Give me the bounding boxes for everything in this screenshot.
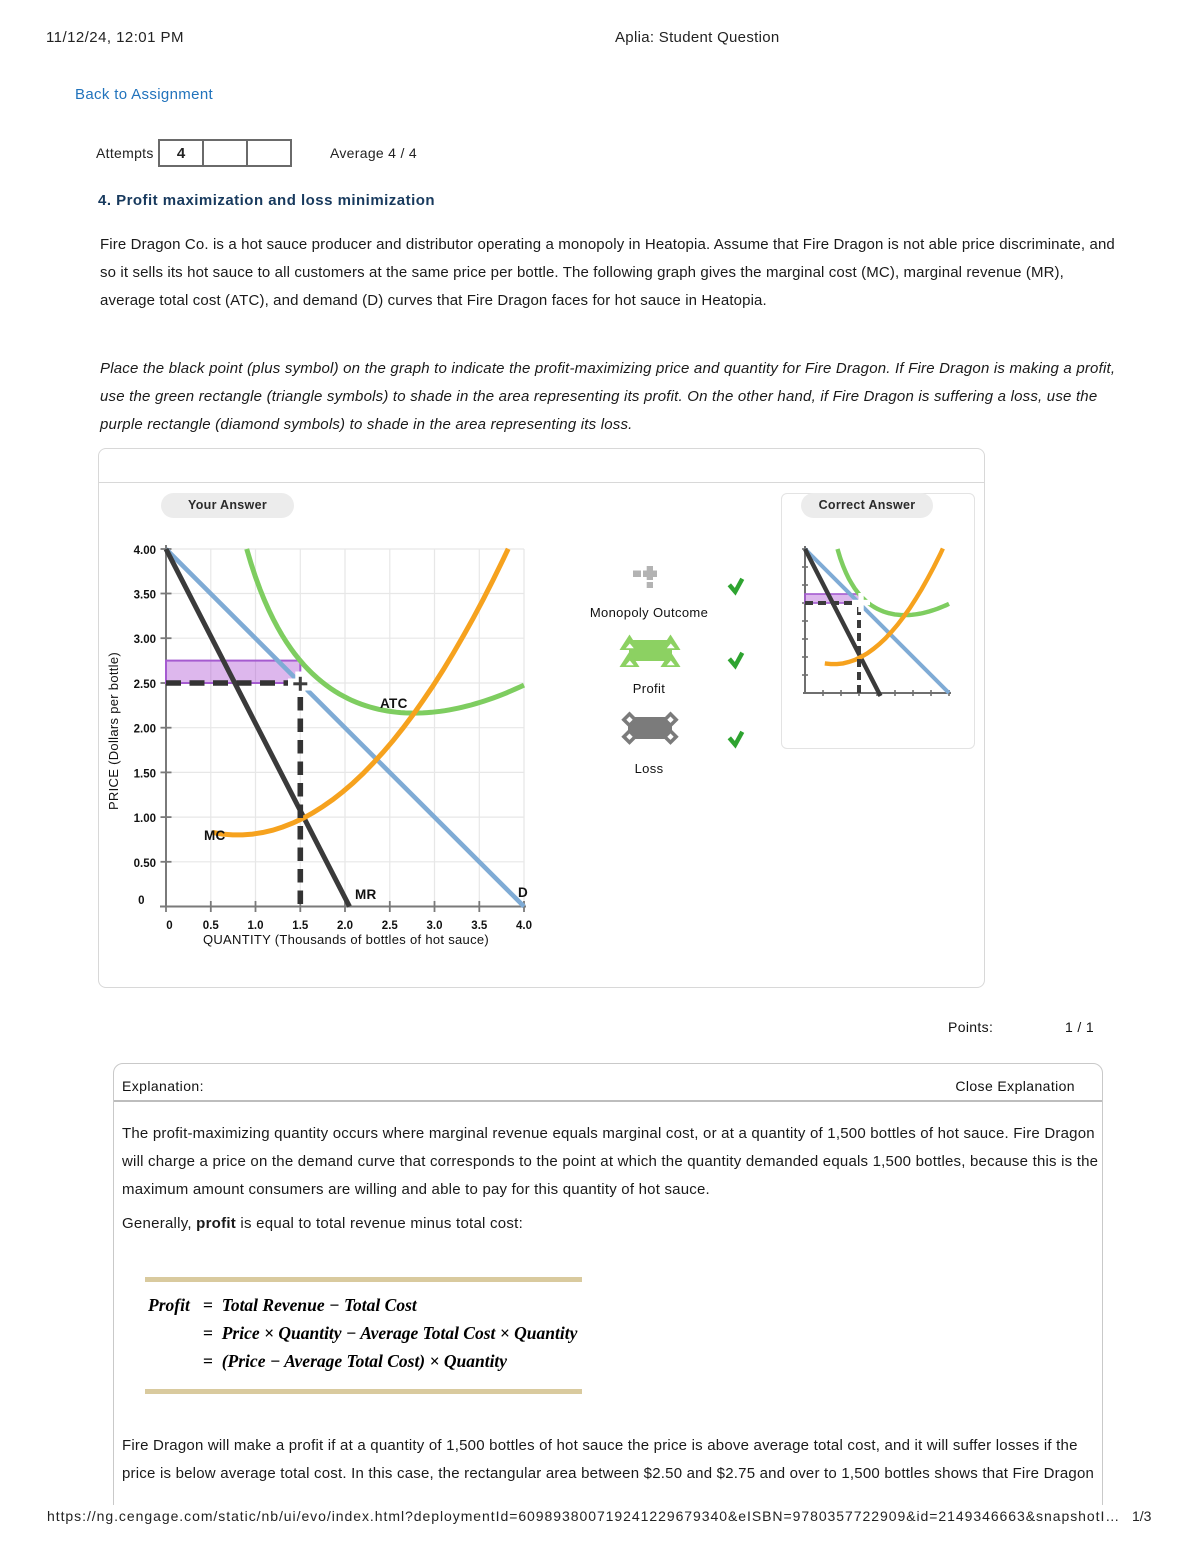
svg-text:3.00: 3.00: [134, 634, 156, 646]
svg-text:ATC: ATC: [380, 696, 408, 711]
svg-text:4.0: 4.0: [516, 920, 532, 932]
svg-text:0.5: 0.5: [203, 920, 220, 932]
svg-text:4.00: 4.00: [134, 545, 156, 557]
svg-text:1.5: 1.5: [292, 920, 309, 932]
svg-text:1.0: 1.0: [248, 920, 264, 932]
svg-text:QUANTITY (Thousands of bottles: QUANTITY (Thousands of bottles of hot sa…: [203, 932, 489, 947]
svg-text:3.50: 3.50: [134, 590, 156, 602]
svg-text:2.50: 2.50: [134, 679, 156, 691]
svg-text:MC: MC: [204, 828, 226, 843]
svg-text:MR: MR: [355, 887, 377, 902]
svg-text:2.0: 2.0: [337, 920, 353, 932]
svg-text:0: 0: [138, 895, 144, 907]
svg-text:PRICE (Dollars per bottle): PRICE (Dollars per bottle): [106, 652, 121, 810]
svg-text:D: D: [518, 885, 528, 900]
svg-text:0.50: 0.50: [134, 858, 156, 870]
svg-text:2.00: 2.00: [134, 724, 156, 736]
svg-text:0: 0: [166, 920, 172, 932]
svg-text:1.50: 1.50: [134, 768, 156, 780]
svg-text:3.0: 3.0: [427, 920, 443, 932]
svg-text:1.00: 1.00: [134, 813, 156, 825]
svg-text:3.5: 3.5: [471, 920, 488, 932]
svg-text:2.5: 2.5: [382, 920, 399, 932]
